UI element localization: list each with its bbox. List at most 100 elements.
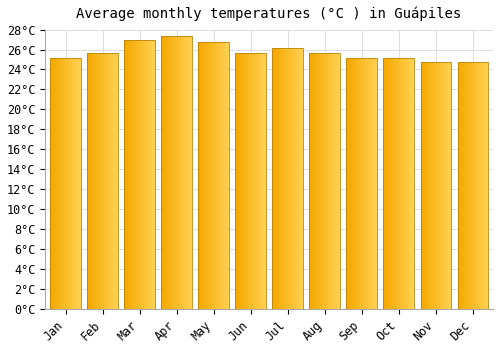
Bar xyxy=(132,40,134,309)
Bar xyxy=(446,63,448,309)
Bar xyxy=(338,52,340,309)
Bar xyxy=(366,57,368,309)
Bar xyxy=(410,57,411,309)
Bar xyxy=(298,48,300,309)
Bar xyxy=(261,52,262,309)
Bar xyxy=(244,52,246,309)
Bar xyxy=(288,48,289,309)
Bar xyxy=(264,52,266,309)
Bar xyxy=(431,63,432,309)
Bar xyxy=(50,57,80,309)
Bar xyxy=(101,52,102,309)
Bar xyxy=(472,63,474,309)
Bar xyxy=(200,42,202,309)
Bar xyxy=(292,48,294,309)
Bar xyxy=(64,57,66,309)
Bar xyxy=(330,52,332,309)
Bar xyxy=(406,57,408,309)
Bar xyxy=(432,63,434,309)
Bar xyxy=(458,63,488,309)
Bar xyxy=(172,36,174,309)
Bar xyxy=(150,40,152,309)
Bar xyxy=(148,40,150,309)
Bar xyxy=(104,52,106,309)
Bar xyxy=(329,52,330,309)
Bar xyxy=(144,40,146,309)
Bar xyxy=(124,40,126,309)
Bar xyxy=(450,63,451,309)
Bar xyxy=(168,36,169,309)
Bar xyxy=(404,57,406,309)
Bar xyxy=(138,40,140,309)
Bar xyxy=(302,48,303,309)
Bar xyxy=(203,42,204,309)
Bar xyxy=(135,40,136,309)
Title: Average monthly temperatures (°C ) in Guápiles: Average monthly temperatures (°C ) in Gu… xyxy=(76,7,462,21)
Bar xyxy=(394,57,396,309)
Bar xyxy=(106,52,107,309)
Bar xyxy=(320,52,322,309)
Bar xyxy=(425,63,426,309)
Bar xyxy=(242,52,243,309)
Bar xyxy=(176,36,178,309)
Bar xyxy=(215,42,216,309)
Bar xyxy=(147,40,148,309)
Bar xyxy=(243,52,244,309)
Bar xyxy=(66,57,67,309)
Bar xyxy=(356,57,357,309)
Bar xyxy=(290,48,292,309)
Bar xyxy=(166,36,168,309)
Bar xyxy=(318,52,320,309)
Bar xyxy=(226,42,227,309)
Bar xyxy=(272,48,274,309)
Bar xyxy=(397,57,398,309)
Bar xyxy=(420,63,422,309)
Bar xyxy=(434,63,436,309)
Bar xyxy=(98,52,100,309)
Bar xyxy=(184,36,186,309)
Bar xyxy=(346,57,377,309)
Bar xyxy=(364,57,366,309)
Bar xyxy=(246,52,248,309)
Bar xyxy=(317,52,318,309)
Bar xyxy=(88,52,118,309)
Bar xyxy=(328,52,329,309)
Bar xyxy=(255,52,256,309)
Bar xyxy=(420,63,451,309)
Bar xyxy=(282,48,283,309)
Bar xyxy=(392,57,394,309)
Bar xyxy=(470,63,471,309)
Bar xyxy=(471,63,472,309)
Bar xyxy=(60,57,61,309)
Bar xyxy=(153,40,154,309)
Bar xyxy=(210,42,212,309)
Bar xyxy=(128,40,129,309)
Bar xyxy=(214,42,215,309)
Bar xyxy=(476,63,477,309)
Bar xyxy=(218,42,220,309)
Bar xyxy=(248,52,249,309)
Bar xyxy=(486,63,488,309)
Bar xyxy=(102,52,104,309)
Bar xyxy=(110,52,112,309)
Bar xyxy=(58,57,59,309)
Bar xyxy=(142,40,144,309)
Bar xyxy=(391,57,392,309)
Bar xyxy=(348,57,350,309)
Bar xyxy=(310,52,311,309)
Bar xyxy=(376,57,377,309)
Bar xyxy=(272,48,303,309)
Bar xyxy=(170,36,172,309)
Bar xyxy=(444,63,445,309)
Bar xyxy=(372,57,374,309)
Bar xyxy=(249,52,250,309)
Bar xyxy=(55,57,56,309)
Bar xyxy=(474,63,476,309)
Bar xyxy=(428,63,430,309)
Bar xyxy=(326,52,328,309)
Bar xyxy=(92,52,94,309)
Bar xyxy=(442,63,444,309)
Bar xyxy=(411,57,412,309)
Bar xyxy=(206,42,208,309)
Bar xyxy=(67,57,68,309)
